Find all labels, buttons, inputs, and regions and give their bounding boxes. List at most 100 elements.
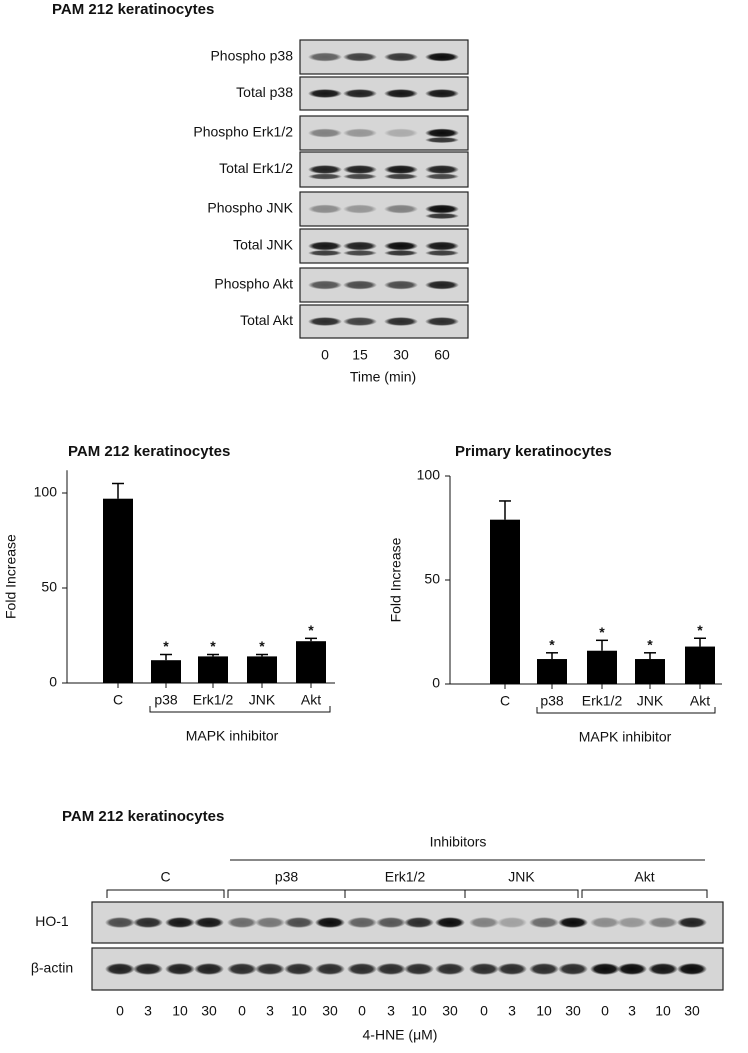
bar <box>151 660 181 683</box>
chart-title: Primary keratinocytes <box>455 443 612 460</box>
band <box>343 250 377 256</box>
row-label: Phospho JNK <box>207 200 293 216</box>
band <box>227 963 257 975</box>
band <box>343 280 377 290</box>
group-label: C <box>160 869 170 885</box>
band <box>404 917 434 928</box>
band <box>165 963 195 975</box>
band <box>315 963 345 975</box>
lane-label: 0 <box>358 1003 366 1019</box>
lane-label: 10 <box>536 1003 552 1019</box>
band <box>308 173 342 180</box>
lane-label: 3 <box>628 1003 636 1019</box>
group-label: p38 <box>275 869 299 885</box>
lane-label: 30 <box>565 1003 581 1019</box>
y-tick-label: 50 <box>41 579 57 595</box>
group-label: MAPK inhibitor <box>579 729 672 745</box>
bracket <box>536 707 716 714</box>
lane-label: 10 <box>291 1003 307 1019</box>
band <box>425 317 459 326</box>
bracket <box>344 889 466 898</box>
band <box>133 963 163 975</box>
band <box>384 89 418 98</box>
significance: * <box>549 637 555 653</box>
band <box>343 165 377 174</box>
x-tick-label: Akt <box>690 693 710 709</box>
band <box>255 917 285 928</box>
x-tick-label: p38 <box>154 692 178 708</box>
band <box>105 963 135 975</box>
band <box>343 128 377 138</box>
lane-label: 10 <box>655 1003 671 1019</box>
y-tick-label: 100 <box>417 467 441 483</box>
band <box>425 241 459 251</box>
band <box>384 317 418 326</box>
lane-label: 0 <box>480 1003 488 1019</box>
bar <box>537 659 567 684</box>
band <box>376 917 406 928</box>
bar <box>635 659 665 684</box>
inhibitors-label: Inhibitors <box>430 834 487 850</box>
significance: * <box>308 622 314 638</box>
band <box>425 173 459 180</box>
lane-label: 30 <box>442 1003 458 1019</box>
panel-title: PAM 212 keratinocytes <box>52 1 214 18</box>
lane-label: 3 <box>144 1003 152 1019</box>
group-label: Erk1/2 <box>385 869 426 885</box>
band <box>308 89 342 98</box>
x-tick-label: JNK <box>637 693 664 709</box>
y-label: Fold Increase <box>388 537 404 622</box>
band <box>227 917 257 928</box>
y-tick-label: 50 <box>424 571 440 587</box>
lane-label: 0 <box>601 1003 609 1019</box>
band <box>384 173 418 180</box>
lane-label: 0 <box>116 1003 124 1019</box>
panel-title: PAM 212 keratinocytes <box>62 808 224 825</box>
bar <box>587 650 617 684</box>
band <box>343 241 377 251</box>
band <box>308 241 342 251</box>
lane-label: 10 <box>411 1003 427 1019</box>
chart-title: PAM 212 keratinocytes <box>68 443 230 460</box>
band <box>617 963 647 975</box>
band <box>590 917 620 928</box>
y-tick-label: 100 <box>34 484 58 500</box>
band <box>497 917 527 928</box>
significance: * <box>163 638 169 654</box>
significance: * <box>697 622 703 638</box>
band <box>284 963 314 975</box>
lane-label: 3 <box>266 1003 274 1019</box>
row-label: Phospho Akt <box>214 276 293 292</box>
band <box>343 317 377 326</box>
band <box>384 250 418 256</box>
significance: * <box>647 637 653 653</box>
band <box>425 52 459 62</box>
band <box>347 917 377 928</box>
bar <box>685 646 715 684</box>
lane-label: 30 <box>201 1003 217 1019</box>
band <box>308 165 342 174</box>
band <box>384 241 418 251</box>
band <box>384 165 418 174</box>
band <box>165 917 195 928</box>
band <box>308 317 342 326</box>
band <box>425 213 459 219</box>
bar <box>103 498 133 683</box>
group-label: MAPK inhibitor <box>186 728 279 744</box>
bar <box>198 656 228 683</box>
band <box>425 128 459 138</box>
band <box>308 128 342 138</box>
lane-label: 15 <box>352 347 368 363</box>
band <box>425 137 459 143</box>
band <box>648 917 678 928</box>
group-label: JNK <box>508 869 535 885</box>
lane-label: 30 <box>684 1003 700 1019</box>
band <box>590 963 620 975</box>
lane-label: 30 <box>322 1003 338 1019</box>
bracket <box>106 889 225 898</box>
bracket <box>227 889 346 898</box>
bar <box>296 641 326 683</box>
band <box>497 963 527 975</box>
bracket <box>581 889 708 898</box>
lane-label: 0 <box>321 347 329 363</box>
